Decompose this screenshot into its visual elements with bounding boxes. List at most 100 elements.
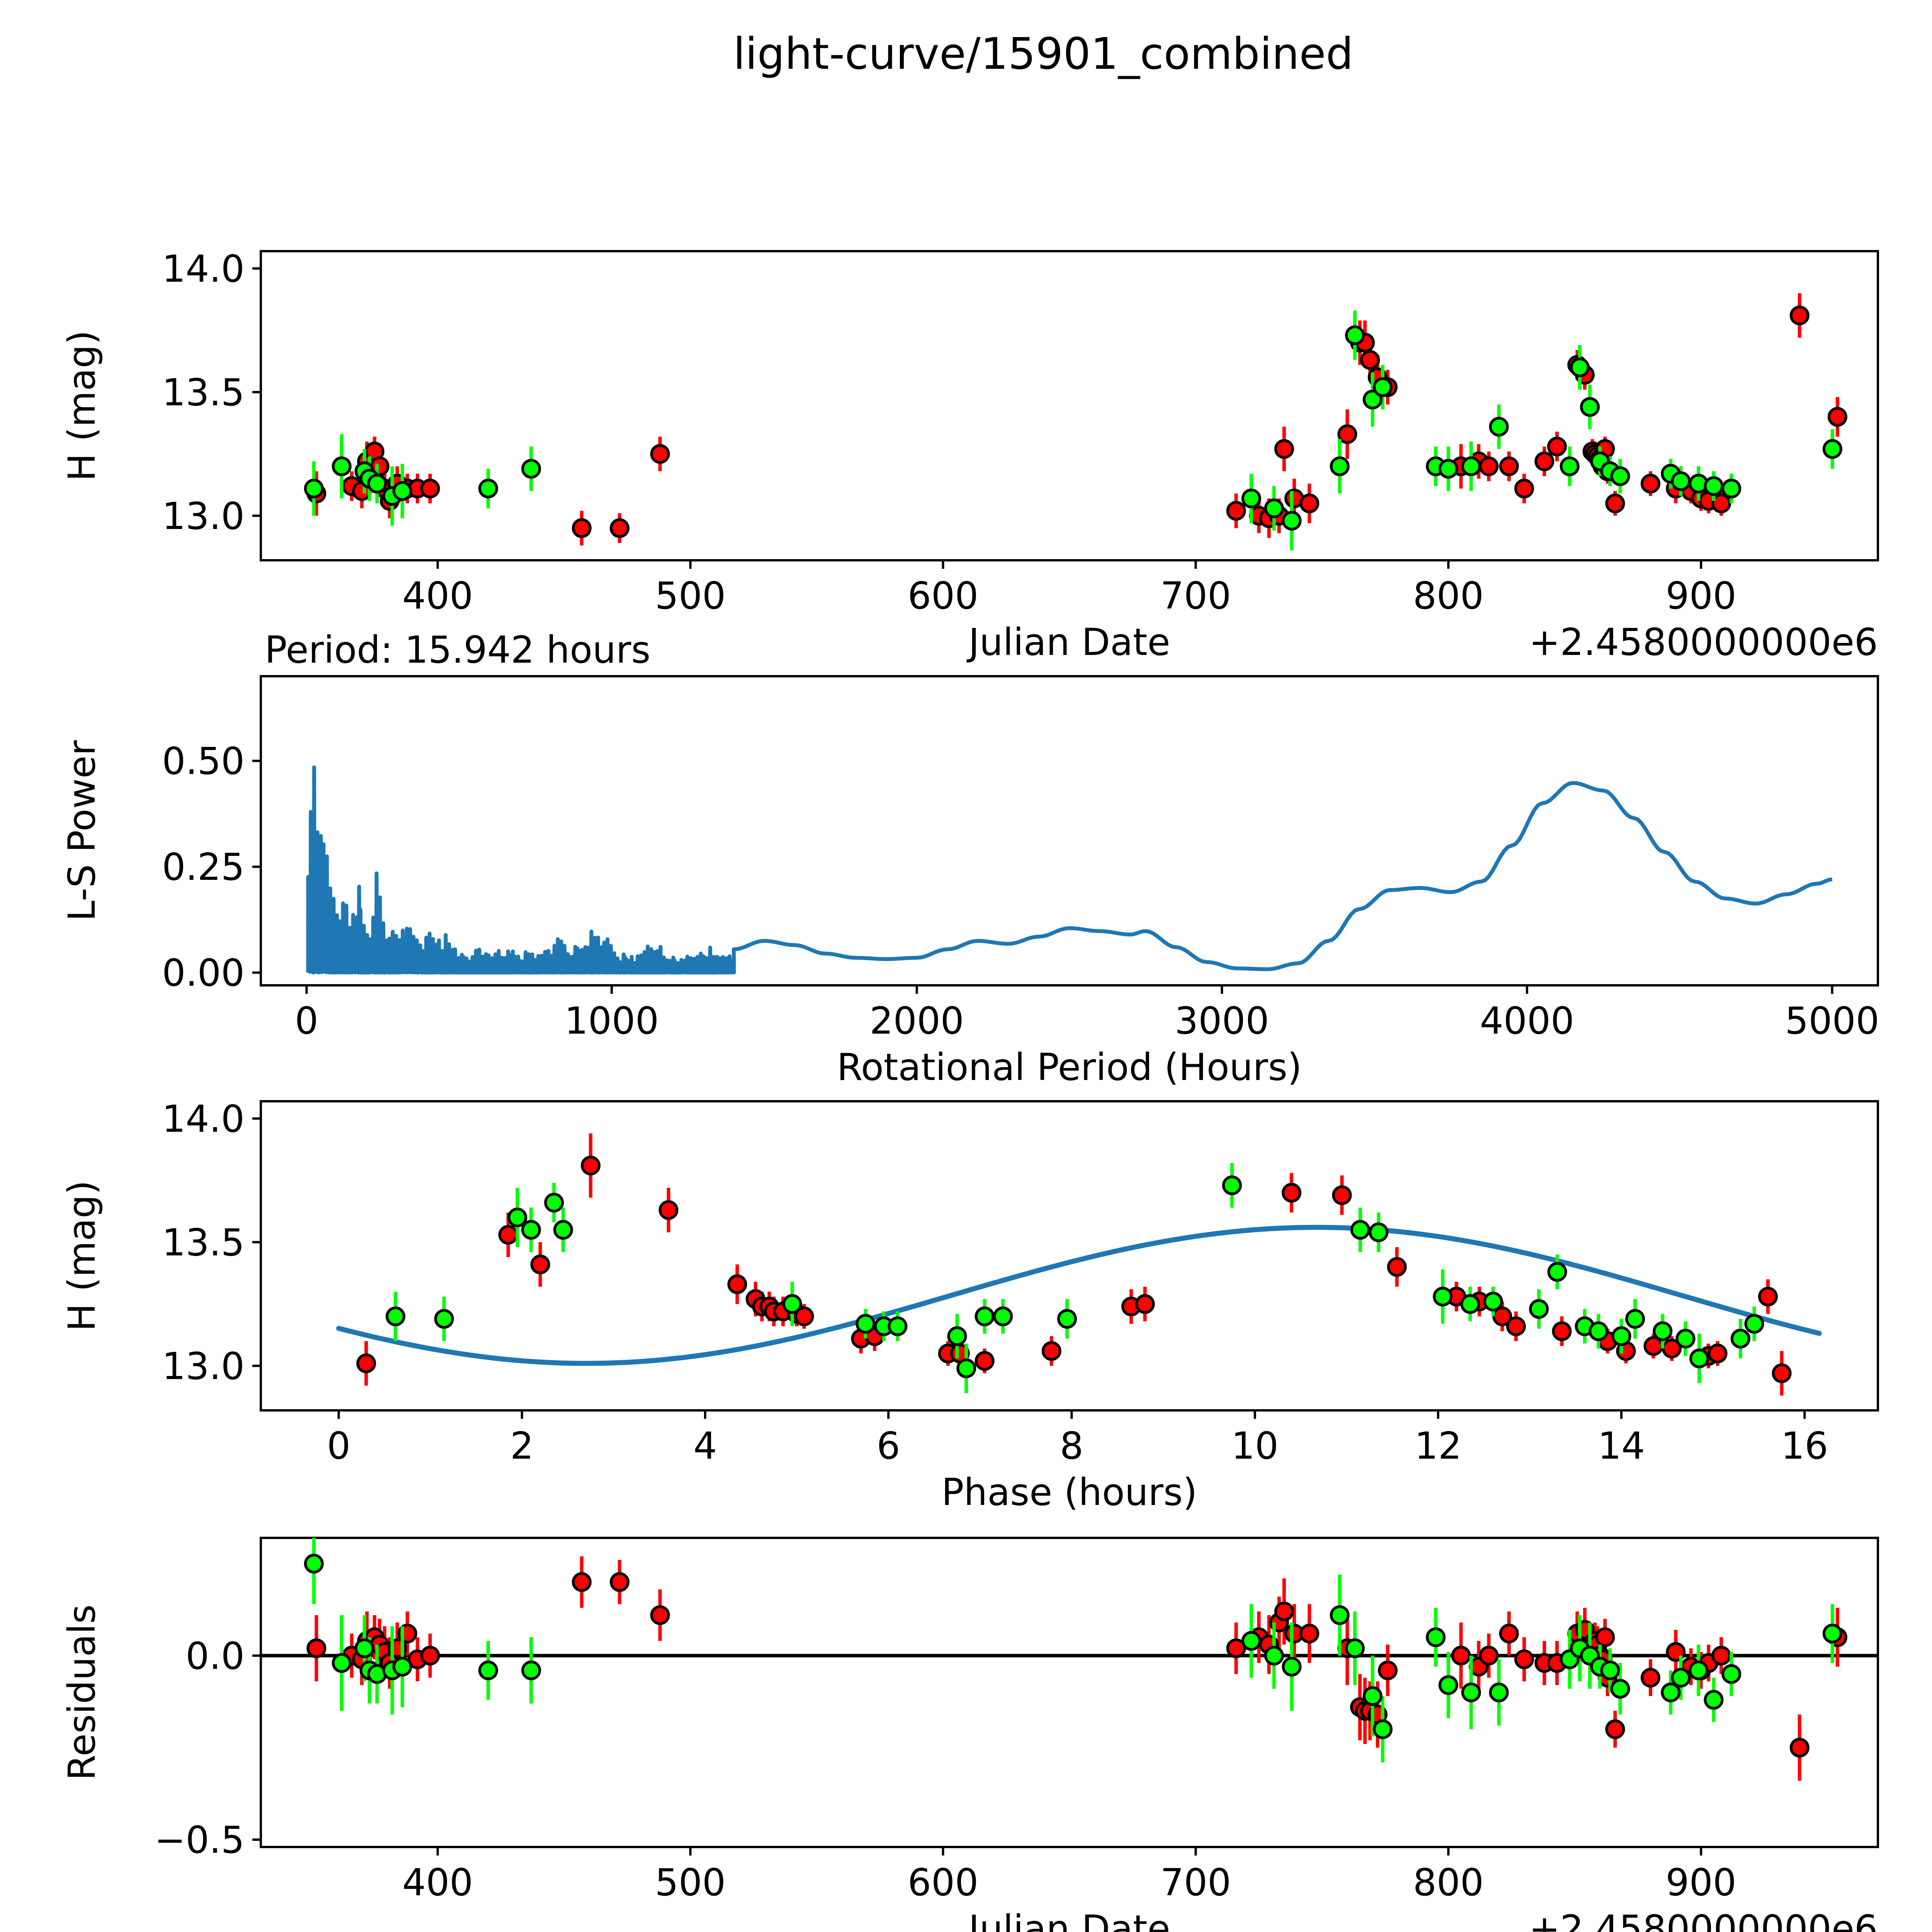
x-tick-label: 3000 [1175, 999, 1269, 1043]
x-axis-label: Phase (hours) [942, 1471, 1197, 1514]
panel-phasefold: 0 2 4 6 8 10 12 14 16 13.0 13.5 14.0 Phase (hours) H … [0, 1059, 1932, 1514]
data-point [1479, 456, 1499, 476]
data-point [1506, 1316, 1526, 1336]
data-point [1611, 1326, 1631, 1346]
data-point [544, 1192, 564, 1213]
data-point [794, 1306, 814, 1327]
data-point [1640, 1668, 1660, 1688]
data-point [782, 1294, 802, 1314]
data-point [1489, 417, 1509, 437]
ls-periodogram-curve [306, 765, 1832, 975]
data-point [1704, 476, 1724, 496]
x-axis-offset-label: +2.4580000000e6 [1529, 621, 1878, 664]
data-point [1057, 1309, 1077, 1329]
data-point [658, 1200, 679, 1220]
plot-frame [260, 250, 1879, 561]
data-point [354, 1638, 374, 1658]
data-point [1671, 1668, 1691, 1688]
data-point [1580, 397, 1600, 417]
x-tick-label: 600 [908, 1861, 978, 1904]
data-point [507, 1208, 527, 1228]
data-point [304, 1554, 324, 1574]
data-point [1282, 511, 1302, 531]
x-tick-label: 0 [327, 1424, 350, 1468]
x-tick-label: 700 [1160, 574, 1231, 617]
data-point [498, 1225, 518, 1245]
data-point [1281, 1183, 1301, 1203]
y-axis-label: Residuals [60, 1604, 104, 1780]
data-point [1299, 1624, 1320, 1644]
data-point [1282, 1656, 1302, 1677]
data-point [1534, 451, 1554, 471]
data-point [1350, 1220, 1370, 1240]
data-point [1675, 1328, 1696, 1349]
data-point [1451, 1646, 1471, 1666]
data-point [1822, 1624, 1842, 1644]
x-tick-label: 2 [510, 1424, 534, 1468]
data-point [975, 1306, 995, 1327]
data-point [1595, 1627, 1615, 1647]
data-point [1426, 1627, 1446, 1647]
data-point [1711, 1646, 1731, 1666]
data-point [434, 1309, 454, 1329]
data-point [553, 1220, 573, 1240]
data-point [650, 444, 670, 464]
panel-periodogram: 0 1000 2000 3000 4000 5000 0.00 0.25 0.50 Rotatio… [0, 618, 1932, 1089]
data-point [1711, 493, 1731, 514]
data-point [1689, 1660, 1709, 1680]
data-point [1387, 1257, 1407, 1277]
data-point [1492, 1306, 1512, 1327]
x-tick-label: 400 [402, 1861, 473, 1904]
data-point [1438, 1675, 1458, 1695]
data-point [392, 1656, 412, 1677]
data-point [975, 1351, 995, 1371]
data-layer [261, 1538, 1878, 1781]
figure-title: light-curve/15901_combined [733, 29, 1354, 79]
data-point [521, 1660, 541, 1680]
data-point [571, 518, 592, 538]
y-tick-label: 0.25 [162, 845, 245, 889]
data-point [1499, 1624, 1519, 1644]
data-point [1241, 1631, 1261, 1651]
data-point [1514, 478, 1534, 498]
y-tick-label: 0.0 [185, 1634, 245, 1678]
data-point [1332, 1185, 1352, 1205]
y-tick-label: −0.5 [155, 1818, 245, 1862]
y-tick-label: 13.0 [162, 495, 245, 538]
data-point [420, 1646, 440, 1666]
x-tick-label: 12 [1415, 1424, 1462, 1468]
data-point [581, 1155, 601, 1175]
x-tick-label: 500 [655, 1861, 726, 1904]
data-point [1483, 1291, 1503, 1311]
data-point [1264, 1646, 1284, 1666]
data-point [1730, 1328, 1750, 1349]
data-point [947, 1326, 967, 1346]
data-point [1135, 1294, 1155, 1314]
x-tick-label: 800 [1413, 1861, 1484, 1904]
data-point [1570, 357, 1590, 378]
data-point [1479, 1646, 1499, 1666]
data-point [521, 459, 541, 479]
data-point [1226, 501, 1246, 521]
series-green [386, 1163, 1764, 1393]
y-tick-label: 13.0 [162, 1345, 245, 1388]
data-point [1362, 1686, 1383, 1706]
plot-frame [260, 1100, 1879, 1412]
x-tick-label: 4 [693, 1424, 717, 1468]
data-point [1605, 493, 1625, 514]
x-axis-label: Rotational Period (Hours) [837, 1046, 1302, 1089]
data-point [956, 1358, 976, 1378]
x-tick-label: 2000 [870, 999, 964, 1043]
data-point [1264, 498, 1284, 519]
x-tick-label: 900 [1666, 574, 1736, 617]
data-point [521, 1220, 541, 1240]
x-tick-label: 500 [655, 574, 726, 617]
data-point [1241, 488, 1261, 509]
x-tick-label: 600 [908, 574, 978, 617]
data-point [1704, 1690, 1724, 1710]
y-tick-label: 13.5 [162, 1221, 245, 1264]
data-point [1529, 1299, 1549, 1319]
data-point [1299, 493, 1320, 514]
data-point [888, 1316, 908, 1336]
